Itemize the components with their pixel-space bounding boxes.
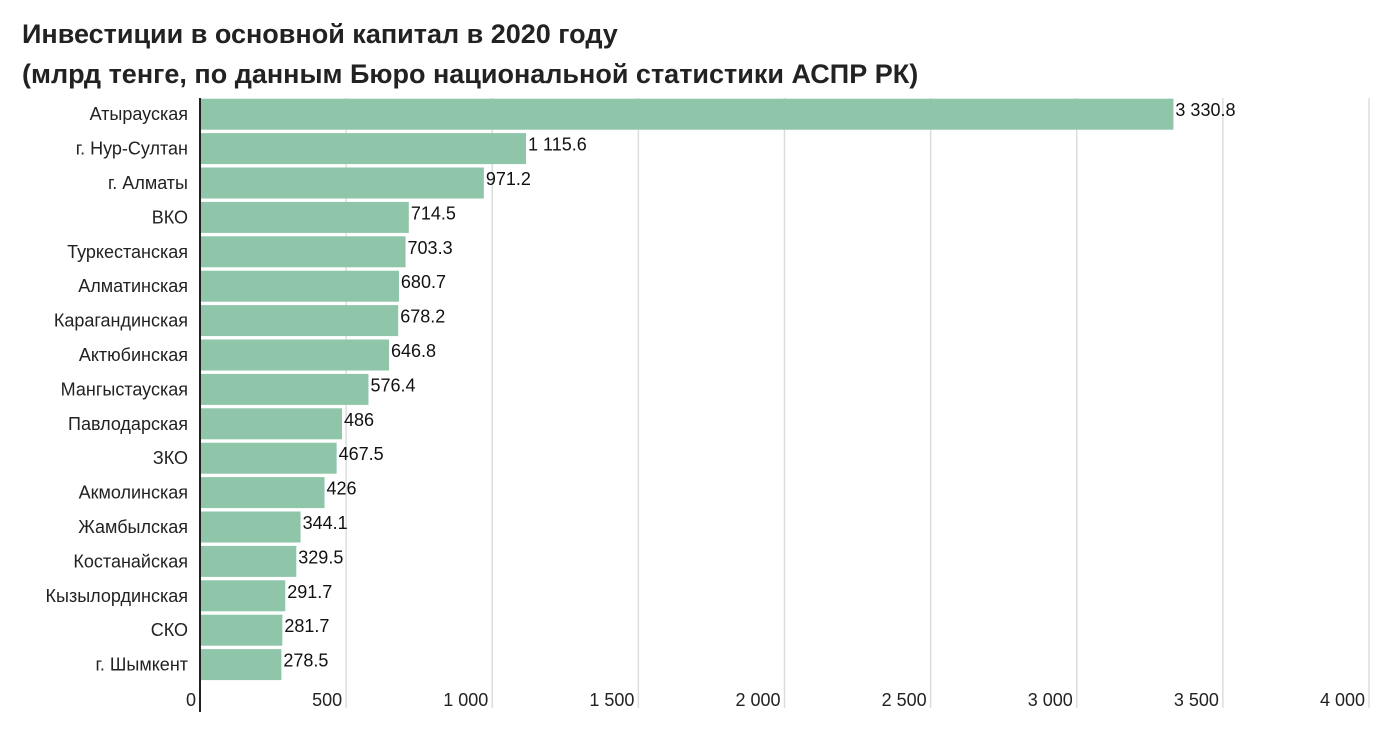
bar [200, 167, 484, 199]
x-tick-label: 0 [186, 690, 196, 710]
value-label: 329.5 [298, 547, 343, 567]
value-label: 703.3 [408, 238, 453, 258]
value-label: 680.7 [401, 272, 446, 292]
category-label: Жамбылская [78, 517, 188, 537]
x-tick-label: 500 [312, 690, 342, 710]
category-label: Костанайская [73, 551, 188, 571]
category-label: ВКО [152, 207, 188, 227]
value-label: 426 [326, 479, 356, 499]
value-label: 971.2 [486, 169, 531, 189]
value-labels: 3 330.8 1 115.6 971.2 714.5 703.3 680.7 678.2 6… [283, 100, 1235, 670]
x-tick-label: 2 500 [882, 690, 927, 710]
category-label: ЗКО [153, 448, 188, 468]
value-label: 576.4 [370, 375, 415, 395]
bar [200, 373, 369, 405]
x-tick-label: 4 000 [1320, 690, 1365, 710]
value-label: 278.5 [283, 651, 328, 671]
value-label: 678.2 [400, 307, 445, 327]
category-label: Мангыстауская [61, 379, 188, 399]
bar [200, 236, 406, 268]
x-tick-label: 2 000 [735, 690, 780, 710]
x-tick-label: 1 500 [589, 690, 634, 710]
chart-title-block: Инвестиции в основной капитал в 2020 год… [22, 14, 918, 94]
value-label: 646.8 [391, 341, 436, 361]
bar [200, 545, 297, 577]
category-label: Туркестанская [67, 242, 188, 262]
chart-subtitle: (млрд тенге, по данным Бюро национальной… [22, 59, 919, 89]
bar [200, 649, 282, 681]
category-label: Кызылординская [46, 586, 188, 606]
value-label: 714.5 [411, 203, 456, 223]
bar [200, 305, 399, 337]
chart-title: Инвестиции в основной капитал в 2020 год… [22, 19, 618, 49]
bar [200, 477, 325, 509]
value-label: 291.7 [287, 582, 332, 602]
category-label: Карагандинская [54, 311, 188, 331]
grid-lines [345, 98, 1370, 708]
x-tick-labels: 0 500 1 000 1 500 2 000 2 500 3 000 3 500 4 000 [186, 690, 1365, 710]
category-label: г. Шымкент [96, 655, 188, 675]
category-label: Павлодарская [68, 414, 188, 434]
bar [200, 408, 343, 440]
value-label: 281.7 [284, 616, 329, 636]
category-label: Алматинская [78, 276, 188, 296]
bars [200, 98, 1174, 681]
value-label: 1 115.6 [528, 135, 587, 155]
bar [200, 339, 390, 371]
bar [200, 201, 409, 233]
category-label: Акмолинская [79, 483, 188, 503]
value-label: 344.1 [303, 513, 348, 533]
value-label: 467.5 [339, 444, 384, 464]
category-label: г. Нур-Султан [76, 139, 188, 159]
category-label: Актюбинская [79, 345, 188, 365]
x-tick-label: 1 000 [443, 690, 488, 710]
value-label: 3 330.8 [1175, 100, 1235, 120]
bar [200, 98, 1174, 130]
x-tick-label: 3 500 [1174, 690, 1219, 710]
bar [200, 580, 286, 612]
bar [200, 614, 283, 646]
value-label: 486 [344, 410, 374, 430]
category-labels: Атырауская г. Нур-Султан г. Алматы ВКО Турке… [46, 104, 188, 674]
bar [200, 511, 301, 543]
bar [200, 442, 337, 474]
x-tick-label: 3 000 [1028, 690, 1073, 710]
bar [200, 133, 527, 165]
bar [200, 270, 399, 302]
category-label: СКО [151, 620, 188, 640]
category-label: Атырауская [90, 104, 188, 124]
category-label: г. Алматы [108, 173, 188, 193]
